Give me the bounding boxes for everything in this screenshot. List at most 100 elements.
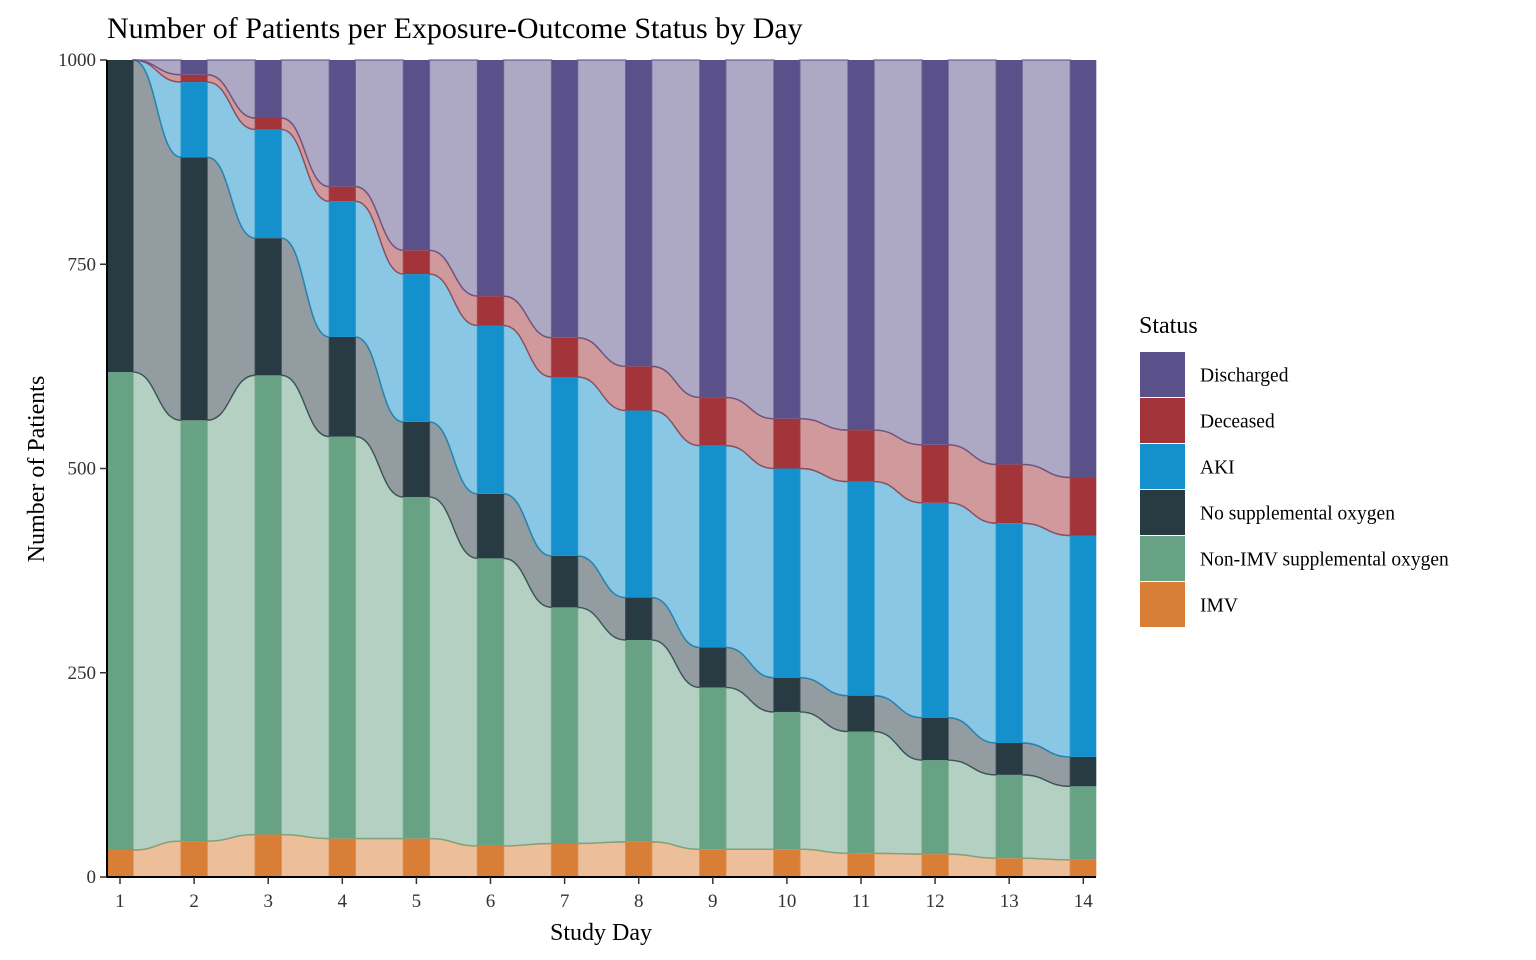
- flow-discharged-day-7: [576, 59, 627, 368]
- bar-aki-day-3: [255, 129, 282, 239]
- bar-imv-day-6: [477, 845, 504, 877]
- bar-aki-day-2: [181, 82, 208, 158]
- x-tick-label: 13: [1000, 891, 1019, 912]
- flow-discharged-day-13: [1021, 59, 1071, 479]
- legend-swatch-aki: [1140, 444, 1185, 489]
- legend-label-aki: AKI: [1200, 458, 1235, 479]
- x-tick-label: 8: [634, 891, 644, 912]
- legend-label-non-imv-supplemental-oxygen: Non-IMV supplemental oxygen: [1200, 550, 1449, 571]
- bar-non-imv-supplemental-oxygen-day-4: [329, 436, 356, 839]
- bar-non-imv-supplemental-oxygen-day-1: [107, 372, 133, 851]
- legend-label-discharged: Discharged: [1200, 366, 1289, 387]
- bar-non-imv-supplemental-oxygen-day-8: [625, 640, 652, 842]
- bar-non-imv-supplemental-oxygen-day-9: [699, 687, 726, 850]
- bar-non-imv-supplemental-oxygen-day-10: [773, 711, 800, 850]
- flow-discharged-day-3: [280, 59, 330, 188]
- bar-non-imv-supplemental-oxygen-day-14: [1070, 786, 1097, 860]
- bar-no-supplemental-oxygen-day-13: [996, 743, 1023, 775]
- legend-swatch-non-imv-supplemental-oxygen: [1140, 536, 1185, 581]
- bar-aki-day-13: [996, 523, 1023, 744]
- bar-non-imv-supplemental-oxygen-day-12: [922, 760, 949, 855]
- flow-discharged-day-10: [799, 59, 849, 431]
- bar-aki-day-5: [403, 274, 430, 422]
- legend-label-deceased: Deceased: [1200, 412, 1275, 433]
- legend-swatch-no-supplemental-oxygen: [1140, 490, 1185, 535]
- bar-aki-day-7: [551, 376, 578, 556]
- bar-imv-day-8: [625, 841, 652, 877]
- flow-aki-day-13: [1021, 522, 1071, 758]
- bar-imv-day-3: [255, 834, 282, 877]
- bar-no-supplemental-oxygen-day-6: [477, 493, 504, 559]
- bar-discharged-day-7: [551, 60, 578, 338]
- bar-deceased-day-3: [255, 118, 282, 130]
- x-tick-label: 3: [263, 891, 273, 912]
- bar-no-supplemental-oxygen-day-2: [181, 157, 208, 421]
- flow-imv-day-13: [1021, 857, 1071, 878]
- flow-discharged-day-4: [354, 59, 405, 252]
- x-tick-label: 9: [708, 891, 718, 912]
- bar-imv-day-14: [1070, 859, 1097, 877]
- bar-discharged-day-4: [329, 60, 356, 187]
- x-tick-label: 7: [560, 891, 570, 912]
- x-tick-label: 4: [338, 891, 348, 912]
- flow-non-imv-supplemental-oxygen-day-2: [206, 374, 256, 842]
- bar-deceased-day-4: [329, 186, 356, 202]
- flow-aki-day-11: [873, 480, 923, 719]
- y-tick-label: 1000: [58, 50, 96, 71]
- x-tick-label: 6: [486, 891, 496, 912]
- flow-aki-day-12: [947, 502, 997, 744]
- flow-imv-day-11: [873, 852, 923, 878]
- bar-non-imv-supplemental-oxygen-day-2: [181, 420, 208, 842]
- x-tick-label: 10: [777, 891, 796, 912]
- bar-no-supplemental-oxygen-day-5: [403, 421, 430, 498]
- flow-imv-day-6: [502, 842, 553, 878]
- y-tick-label: 0: [87, 867, 97, 888]
- flow-discharged-day-6: [502, 59, 553, 339]
- bar-non-imv-supplemental-oxygen-day-11: [848, 731, 874, 854]
- flow-non-imv-supplemental-oxygen-day-7: [576, 606, 627, 845]
- flow-non-imv-supplemental-oxygen-day-10: [799, 711, 849, 855]
- bar-no-supplemental-oxygen-day-3: [255, 238, 282, 376]
- bar-discharged-day-5: [403, 60, 430, 251]
- legend-label-no-supplemental-oxygen: No supplemental oxygen: [1200, 504, 1395, 525]
- bar-imv-day-1: [107, 850, 133, 877]
- bar-discharged-day-10: [773, 60, 800, 419]
- flow-imv-day-4: [354, 837, 405, 878]
- flow-imv-day-3: [280, 833, 330, 878]
- bar-imv-day-4: [329, 838, 356, 877]
- bar-deceased-day-8: [625, 366, 652, 411]
- bar-aki-day-14: [1070, 535, 1097, 757]
- legend-swatch-deceased: [1140, 398, 1185, 443]
- bar-deceased-day-10: [773, 418, 800, 469]
- bar-aki-day-12: [922, 502, 949, 718]
- bar-deceased-day-9: [699, 397, 726, 446]
- bar-discharged-day-6: [477, 60, 504, 297]
- legend-swatch-imv: [1140, 582, 1185, 627]
- bar-no-supplemental-oxygen-day-4: [329, 336, 356, 437]
- bar-aki-day-10: [773, 468, 800, 678]
- flow-imv-day-9: [725, 848, 775, 878]
- flow-discharged-day-2: [206, 59, 256, 119]
- bar-imv-day-13: [996, 858, 1023, 877]
- y-tick-label: 500: [68, 459, 97, 480]
- bar-non-imv-supplemental-oxygen-day-3: [255, 375, 282, 835]
- stratum-bars: [107, 60, 1097, 877]
- x-tick-label: 1: [115, 891, 125, 912]
- legend-label-imv: IMV: [1200, 596, 1238, 617]
- bar-non-imv-supplemental-oxygen-day-7: [551, 607, 578, 844]
- bar-imv-day-12: [922, 854, 949, 877]
- flow-discharged-day-9: [725, 59, 775, 420]
- bar-deceased-day-2: [181, 74, 208, 83]
- bar-no-supplemental-oxygen-day-8: [625, 597, 652, 641]
- bar-discharged-day-2: [181, 60, 208, 75]
- legend: Discharged Deceased AKI No supplemental oxy…: [1140, 352, 1449, 627]
- bar-no-supplemental-oxygen-day-7: [551, 555, 578, 608]
- flow-non-imv-supplemental-oxygen-day-1: [132, 371, 182, 851]
- legend-title: Status: [1139, 313, 1198, 339]
- x-tick-label: 11: [852, 891, 870, 912]
- bar-non-imv-supplemental-oxygen-day-5: [403, 497, 430, 839]
- flow-discharged-day-11: [873, 59, 923, 446]
- bar-deceased-day-12: [922, 444, 949, 503]
- bar-non-imv-supplemental-oxygen-day-13: [996, 774, 1023, 859]
- bar-discharged-day-11: [848, 60, 874, 431]
